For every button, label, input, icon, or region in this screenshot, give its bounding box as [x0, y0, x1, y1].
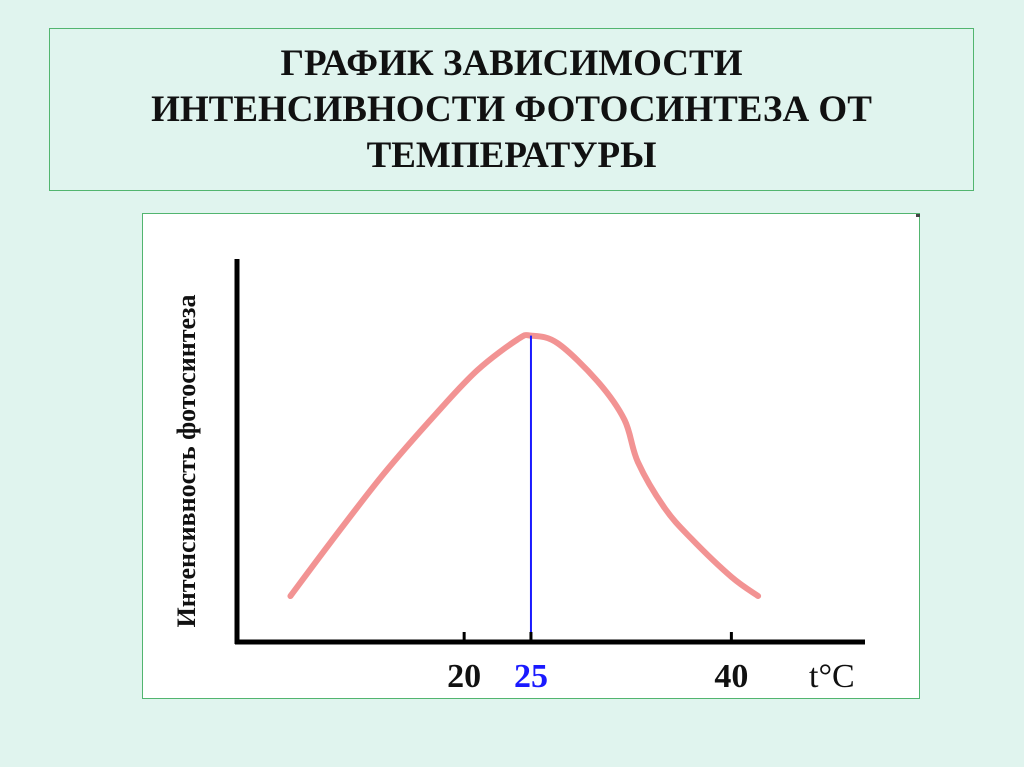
- x-ticks: 20 25 40: [447, 632, 748, 695]
- x-tick-label: 40: [714, 658, 748, 695]
- chart-panel: 20 25 40 Интенсивность фотосинтеза t°C: [142, 213, 920, 699]
- x-axis-label: t°C: [809, 658, 855, 695]
- photosynthesis-curve: [287, 332, 762, 600]
- x-tick-label: 25: [514, 658, 548, 695]
- x-tick-label: 20: [447, 658, 481, 695]
- y-axis-label: Интенсивность фотосинтеза: [172, 295, 201, 628]
- curve-layer: [287, 332, 762, 642]
- corner-mark: [916, 214, 920, 217]
- title-panel: ГРАФИК ЗАВИСИМОСТИ ИНТЕНСИВНОСТИ ФОТОСИН…: [49, 28, 974, 191]
- temperature-photosynthesis-chart: 20 25 40 Интенсивность фотосинтеза t°C: [172, 214, 920, 695]
- slide-title: ГРАФИК ЗАВИСИМОСТИ ИНТЕНСИВНОСТИ ФОТОСИН…: [151, 42, 872, 176]
